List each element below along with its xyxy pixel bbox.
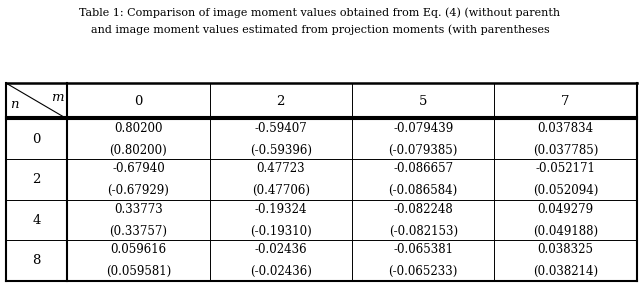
Text: n: n (10, 98, 18, 111)
Text: -0.67940: -0.67940 (112, 162, 164, 175)
Text: -0.19324: -0.19324 (255, 203, 307, 216)
Text: (0.80200): (0.80200) (109, 144, 167, 157)
Text: 0.049279: 0.049279 (538, 203, 594, 216)
Text: 2: 2 (33, 173, 41, 186)
Text: (0.052094): (0.052094) (533, 184, 598, 197)
Text: (-0.19310): (-0.19310) (250, 225, 312, 238)
Text: 7: 7 (561, 95, 570, 108)
Text: (0.059581): (0.059581) (106, 265, 171, 278)
Text: (-0.02436): (-0.02436) (250, 265, 312, 278)
Text: (-0.086584): (-0.086584) (388, 184, 458, 197)
Text: m: m (51, 91, 64, 104)
Text: and image moment values estimated from projection moments (with parentheses: and image moment values estimated from p… (91, 24, 549, 35)
Text: (0.47706): (0.47706) (252, 184, 310, 197)
Text: (0.33757): (0.33757) (109, 225, 168, 238)
Text: (-0.079385): (-0.079385) (388, 144, 458, 157)
Text: (0.038214): (0.038214) (533, 265, 598, 278)
Text: (-0.082153): (-0.082153) (388, 225, 458, 238)
Text: -0.59407: -0.59407 (255, 122, 307, 135)
Text: (0.049188): (0.049188) (533, 225, 598, 238)
Text: (-0.065233): (-0.065233) (388, 265, 458, 278)
Text: -0.052171: -0.052171 (536, 162, 596, 175)
Text: 5: 5 (419, 95, 428, 108)
Text: 0.037834: 0.037834 (538, 122, 594, 135)
Text: -0.086657: -0.086657 (393, 162, 453, 175)
Text: (-0.59396): (-0.59396) (250, 144, 312, 157)
Text: 0.47723: 0.47723 (257, 162, 305, 175)
Text: 8: 8 (33, 254, 41, 267)
Text: 0.33773: 0.33773 (114, 203, 163, 216)
Text: 0.80200: 0.80200 (114, 122, 163, 135)
Text: -0.082248: -0.082248 (394, 203, 453, 216)
Text: (-0.67929): (-0.67929) (108, 184, 170, 197)
Text: 0.038325: 0.038325 (538, 243, 594, 256)
Text: -0.02436: -0.02436 (255, 243, 307, 256)
Text: 4: 4 (33, 214, 41, 227)
Text: -0.065381: -0.065381 (393, 243, 453, 256)
Text: 0.059616: 0.059616 (110, 243, 166, 256)
Text: Table 1: Comparison of image moment values obtained from Eq. (4) (without parent: Table 1: Comparison of image moment valu… (79, 7, 561, 18)
Text: -0.079439: -0.079439 (393, 122, 453, 135)
Text: 2: 2 (276, 95, 285, 108)
Text: (0.037785): (0.037785) (533, 144, 598, 157)
Text: 0: 0 (33, 133, 41, 146)
Text: 0: 0 (134, 95, 143, 108)
